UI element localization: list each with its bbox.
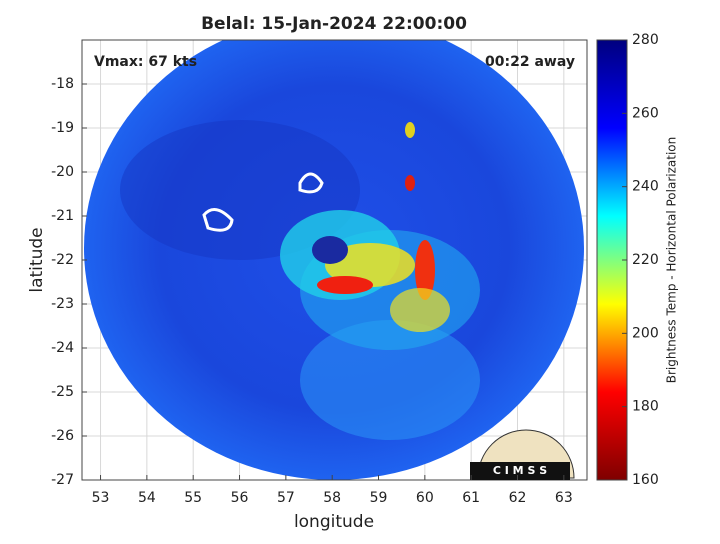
chart-title: Belal: 15-Jan-2024 22:00:00 <box>201 14 467 34</box>
colorbar-tick-label: 180 <box>632 399 659 415</box>
x-tick-label: 58 <box>323 490 341 506</box>
x-tick-label: 56 <box>231 490 249 506</box>
x-tick-label: 53 <box>92 490 110 506</box>
x-tick-label: 55 <box>184 490 202 506</box>
image <box>84 40 584 480</box>
y-tick-label: -23 <box>51 296 74 312</box>
y-tick-label: -24 <box>51 340 74 356</box>
y-tick-label: -22 <box>51 252 74 268</box>
y-tick-label: -27 <box>51 472 74 488</box>
annotation: 00:22 away <box>485 54 575 70</box>
x-axis-label: longitude <box>294 512 374 532</box>
x-tick-label: 63 <box>555 490 573 506</box>
y-tick-label: -19 <box>51 120 74 136</box>
logo-text: C I M S S <box>493 464 547 477</box>
x-tick-label: 61 <box>462 490 480 506</box>
colorbar-label: Brightness Temp - Horizontal Polarizatio… <box>665 137 679 384</box>
y-tick-label: -21 <box>51 208 74 224</box>
y-tick-label: -18 <box>51 76 74 92</box>
colorbar-tick-label: 220 <box>632 252 659 268</box>
annotation: Vmax: 67 kts <box>94 54 197 70</box>
x-tick-label: 54 <box>138 490 156 506</box>
x-tick-label: 60 <box>416 490 434 506</box>
y-tick-label: -25 <box>51 384 74 400</box>
x-tick-label: 57 <box>277 490 295 506</box>
cimss-logo: C I M S S <box>470 429 575 480</box>
y-tick-label: -20 <box>51 164 74 180</box>
colorbar-tick-label: 160 <box>632 472 659 488</box>
y-tick-label: -26 <box>51 428 74 444</box>
colorbar-tick-label: 200 <box>632 325 659 341</box>
colorbar-tick-label: 240 <box>632 179 659 195</box>
x-tick-label: 62 <box>509 490 527 506</box>
y-axis-label: latitude <box>27 227 47 292</box>
x-tick-label: 59 <box>370 490 388 506</box>
colorbar-tick-label: 280 <box>632 32 659 48</box>
colorbar-tick-label: 260 <box>632 105 659 121</box>
